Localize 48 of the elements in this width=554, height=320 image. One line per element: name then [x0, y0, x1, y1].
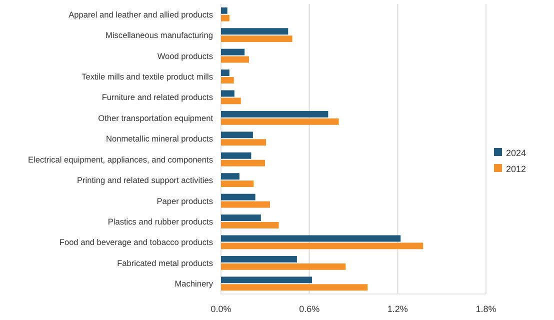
bar: [221, 110, 328, 118]
y-tick-label: Textile mills and textile product mills: [82, 72, 213, 82]
y-tick-label: Nonmetallic mineral products: [106, 134, 213, 144]
y-tick-label: Plastics and rubber products: [108, 216, 213, 226]
x-tick-label: 1.8%: [476, 304, 496, 314]
y-tick-label: Miscellaneous manufacturing: [106, 30, 214, 40]
y-tick-label: Machinery: [174, 278, 214, 289]
y-tick-label: Paper products: [156, 196, 213, 206]
y-tick-label: Electrical equipment, appliances, and components: [28, 154, 213, 164]
bar: [221, 160, 266, 166]
x-tick-label: 0.0%: [210, 304, 232, 314]
bar: [221, 284, 368, 291]
bar: [221, 70, 230, 76]
bar: [221, 118, 339, 125]
legend-label: 2012: [506, 164, 526, 174]
bar: [221, 242, 424, 250]
bar: [221, 90, 234, 97]
bar: [221, 98, 241, 104]
bar: [221, 77, 234, 84]
y-tick-label: Furniture and related products: [102, 92, 213, 102]
bar: [221, 194, 256, 200]
bar: [221, 132, 253, 138]
bar: [221, 201, 270, 208]
y-tick-label: Printing and related support activities: [76, 175, 213, 186]
x-tick-label: 0.6%: [299, 304, 320, 314]
bar: [221, 56, 249, 63]
bar: [221, 263, 346, 270]
y-tick-label: Other transportation equipment: [98, 112, 214, 123]
legend-label: 2024: [506, 148, 526, 158]
bar: [221, 36, 292, 42]
bar: [221, 180, 254, 188]
bar: [221, 139, 266, 146]
bar: [221, 173, 240, 180]
y-tick-label: Wood products: [157, 50, 213, 61]
bar: [221, 222, 279, 228]
bar: [221, 28, 288, 35]
x-tick-label: 1.2%: [387, 304, 408, 314]
bar: [221, 7, 228, 14]
y-tick-label: Food and beverage and tobacco products: [59, 237, 213, 248]
bar: [221, 235, 401, 242]
bar: [221, 256, 297, 262]
y-tick-label: Apparel and leather and allied products: [68, 9, 213, 20]
bar: [221, 276, 312, 284]
bar: [221, 14, 230, 22]
bar: [221, 48, 245, 56]
y-tick-label: Fabricated metal products: [117, 258, 213, 268]
bar: [221, 152, 252, 159]
bar: [221, 214, 261, 221]
